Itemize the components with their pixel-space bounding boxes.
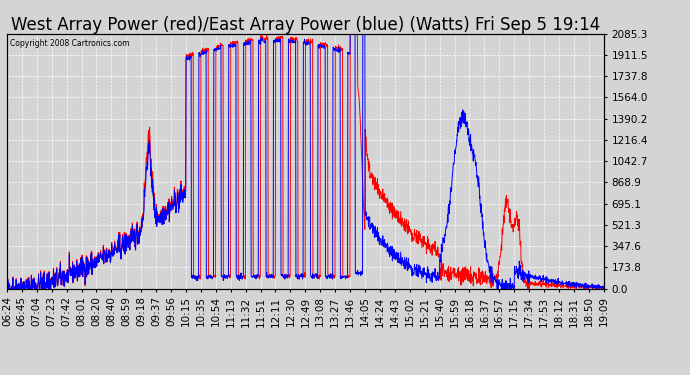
Title: West Array Power (red)/East Array Power (blue) (Watts) Fri Sep 5 19:14: West Array Power (red)/East Array Power … <box>11 16 600 34</box>
Text: Copyright 2008 Cartronics.com: Copyright 2008 Cartronics.com <box>10 39 130 48</box>
